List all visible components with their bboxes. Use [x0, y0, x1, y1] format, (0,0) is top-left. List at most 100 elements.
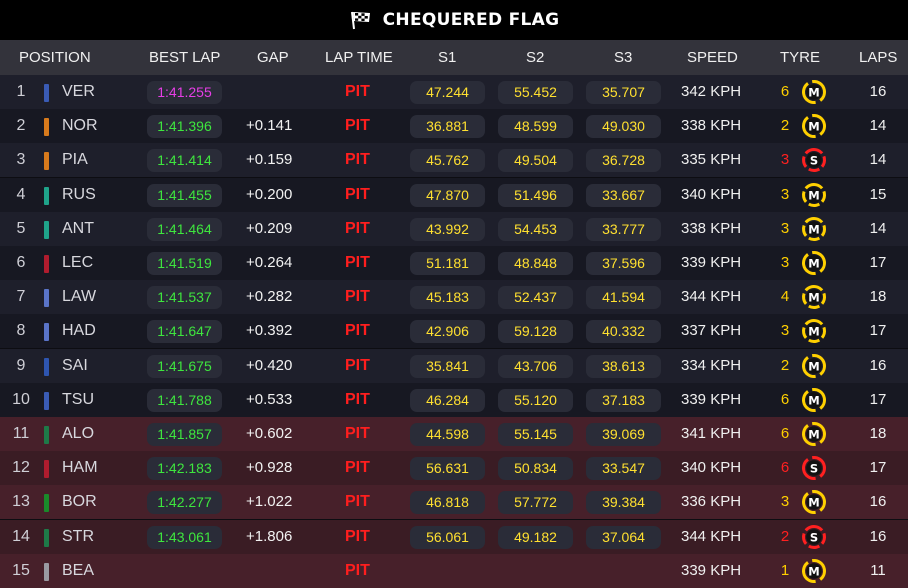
- team-color-bar: [44, 562, 49, 581]
- medium-tyre-icon: M: [802, 216, 826, 241]
- table-row[interactable]: 1 VER 1:41.255 PIT 47.244 55.452 35.707 342 KPH…: [0, 75, 908, 109]
- tyre-laps: 3: [780, 151, 790, 169]
- sector-s1-time: 46.818: [410, 491, 485, 515]
- table-row[interactable]: 9 SAI 1:41.675 +0.420 PIT 35.841 43.706 38.613 3…: [0, 348, 908, 383]
- best-lap-time: 1:41.647: [147, 320, 222, 344]
- sector-s2-time: 49.182: [498, 525, 573, 549]
- table-row[interactable]: 10 TSU 1:41.788 +0.533 PIT 46.284 55.120 37.183…: [0, 382, 908, 417]
- best-lap-time: 1:41.788: [147, 388, 222, 412]
- tyre-laps: 6: [780, 83, 790, 100]
- header-lap-time[interactable]: LAP TIME: [325, 49, 393, 66]
- lap-time-status: PIT: [345, 185, 370, 203]
- table-row[interactable]: 4 RUS 1:41.455 +0.200 PIT 47.870 51.496 33.667 3…: [0, 177, 908, 212]
- laps-count: 11: [870, 561, 886, 579]
- table-row[interactable]: 8 HAD 1:41.647 +0.392 PIT 42.906 59.128 40.332 3…: [0, 314, 908, 349]
- team-color-bar: [44, 460, 49, 479]
- sector-s1-time: 56.061: [410, 525, 485, 549]
- tyre-compound-letter: M: [808, 85, 819, 99]
- driver-code: HAD: [62, 322, 96, 340]
- table-row[interactable]: 13 BOR 1:42.277 +1.022 PIT 46.818 57.772 39.384…: [0, 485, 908, 520]
- tyre-compound-letter: M: [808, 359, 819, 373]
- header-speed[interactable]: SPEED: [687, 49, 738, 66]
- tyre-laps: 3: [780, 322, 790, 340]
- speed-value: 338 KPH: [681, 219, 742, 237]
- position-number: 10: [12, 390, 30, 408]
- header-s3[interactable]: S3: [614, 49, 633, 66]
- header-gap[interactable]: GAP: [257, 49, 289, 66]
- tyre-laps: 2: [780, 117, 790, 135]
- position-number: 4: [16, 185, 26, 203]
- gap-value: +0.928: [246, 459, 293, 477]
- tyre-laps: 6: [780, 425, 790, 442]
- sector-s3-time: 38.613: [586, 354, 661, 378]
- tyre-laps: 6: [780, 390, 790, 408]
- sector-s1-time: 36.881: [410, 115, 485, 139]
- gap-value: +0.264: [246, 254, 293, 271]
- lap-time-status: PIT: [345, 356, 370, 374]
- best-lap-time: 1:41.519: [147, 252, 222, 275]
- laps-count: 17: [869, 459, 887, 477]
- sector-s3-time: 33.777: [586, 217, 661, 241]
- table-row[interactable]: 3 PIA 1:41.414 +0.159 PIT 45.762 49.504 36.728 3…: [0, 143, 908, 178]
- header-s1[interactable]: S1: [438, 49, 457, 66]
- header-s2[interactable]: S2: [526, 49, 545, 66]
- position-number: 5: [16, 219, 26, 237]
- sector-s2-time: 49.504: [498, 149, 573, 173]
- table-row[interactable]: 15 BEA PIT 339 KPH 1 M 11: [0, 553, 908, 588]
- gap-value: [246, 75, 316, 109]
- header-best-lap[interactable]: BEST LAP: [149, 49, 221, 66]
- table-row[interactable]: 6 LEC 1:41.519 +0.264 PIT 51.181 48.848 37.596 3…: [0, 246, 908, 280]
- driver-code: LEC: [62, 254, 94, 271]
- table-row[interactable]: 5 ANT 1:41.464 +0.209 PIT 43.992 54.453 33.777 3…: [0, 211, 908, 246]
- tyre-compound-letter: S: [810, 461, 818, 475]
- sector-s1-time: 46.284: [410, 388, 485, 412]
- sector-s3-time: 33.547: [586, 457, 661, 481]
- lap-time-status: PIT: [345, 561, 370, 579]
- driver-code: NOR: [62, 117, 98, 135]
- sector-s1-time: 51.181: [410, 252, 485, 275]
- sector-s2-time: 57.772: [498, 491, 573, 515]
- laps-count: 14: [869, 117, 887, 135]
- medium-tyre-icon: M: [802, 80, 826, 105]
- chequered-flag-banner: CHEQUERED FLAG: [0, 0, 908, 40]
- tyre-compound-letter: M: [808, 290, 819, 304]
- tyre-laps: 6: [780, 459, 790, 477]
- gap-value: +1.806: [246, 527, 293, 545]
- table-row[interactable]: 11 ALO 1:41.857 +0.602 PIT 44.598 55.145 39.069…: [0, 417, 908, 451]
- table-row[interactable]: 2 NOR 1:41.396 +0.141 PIT 36.881 48.599 49.030 3…: [0, 109, 908, 144]
- medium-tyre-icon: M: [802, 114, 826, 139]
- lap-time-status: PIT: [345, 527, 370, 545]
- header-laps[interactable]: LAPS: [859, 49, 898, 66]
- driver-code: SAI: [62, 356, 88, 374]
- speed-value: 340 KPH: [681, 459, 742, 477]
- laps-count: 15: [869, 185, 887, 203]
- table-row[interactable]: 7 LAW 1:41.537 +0.282 PIT 45.183 52.437 41.594 3…: [0, 280, 908, 315]
- soft-tyre-icon: S: [802, 148, 826, 173]
- sector-s3-time: 37.183: [586, 388, 661, 412]
- sector-s3-time: 35.707: [586, 81, 661, 104]
- medium-tyre-icon: M: [802, 319, 826, 344]
- medium-tyre-icon: M: [802, 285, 826, 310]
- header-position[interactable]: POSITION: [19, 49, 91, 66]
- sector-s2-time: 55.145: [498, 423, 573, 446]
- best-lap-time: 1:42.277: [147, 491, 222, 515]
- header-tyre[interactable]: TYRE: [780, 49, 821, 66]
- driver-code: BOR: [62, 493, 97, 511]
- best-lap-time: 1:41.675: [147, 354, 222, 378]
- best-lap-time: 1:41.537: [147, 286, 222, 310]
- table-row[interactable]: 12 HAM 1:42.183 +0.928 PIT 56.631 50.834 33.547…: [0, 451, 908, 486]
- speed-value: 341 KPH: [681, 425, 742, 442]
- laps-count: 18: [869, 425, 887, 442]
- team-color-bar: [44, 255, 49, 273]
- lap-time-status: PIT: [345, 117, 370, 135]
- tyre-compound-letter: M: [808, 564, 819, 578]
- sector-s1-time: 47.870: [410, 183, 485, 207]
- table-row[interactable]: 14 STR 1:43.061 +1.806 PIT 56.061 49.182 37.064…: [0, 519, 908, 554]
- tyre-laps: 3: [780, 493, 790, 511]
- team-color-bar: [44, 426, 49, 444]
- position-number: 15: [12, 561, 30, 579]
- sector-s1-time: 47.244: [410, 81, 485, 104]
- tyre-laps: 3: [780, 185, 790, 203]
- speed-value: 335 KPH: [681, 151, 742, 169]
- speed-value: 344 KPH: [681, 288, 742, 306]
